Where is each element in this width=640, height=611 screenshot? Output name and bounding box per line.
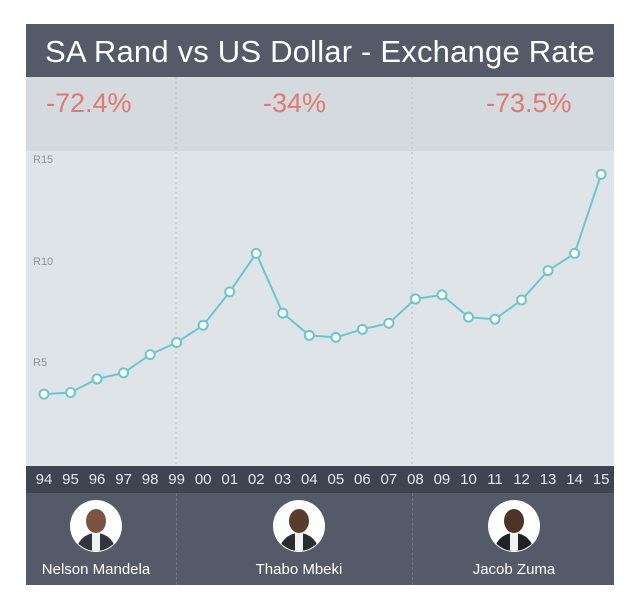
y-tick-label: R5 [33,356,48,369]
data-point-00 [197,319,209,331]
chart-title: SA Rand vs US Dollar - Exchange Rate [45,34,595,69]
x-tick-label: 01 [221,471,239,488]
leader-name: Nelson Mandela [41,561,151,578]
x-tick-label: 95 [62,471,79,488]
zuma-portrait [489,501,539,551]
x-tick-label: 02 [247,471,265,488]
data-point-95 [65,386,77,398]
percent-change-band: -72.4% -34% -73.5% [26,77,614,151]
data-point-94 [38,388,50,400]
y-tick-label: R15 [33,154,54,167]
leaders-band: Nelson Mandela Thabo Mbeki Jacob Zuma [26,493,614,585]
leader-name: Jacob Zuma [472,561,556,578]
x-tick-label: 98 [141,471,159,488]
zuma-change: -73.5% [486,88,572,118]
x-tick-label: 07 [380,471,398,488]
data-point-13 [542,265,554,277]
data-point-01 [224,286,236,298]
x-tick-label: 04 [300,471,318,488]
mbeki-portrait [274,501,324,551]
data-point-03 [277,307,289,319]
data-point-04 [303,329,315,341]
data-point-97 [118,367,130,379]
data-point-07 [383,317,395,329]
infographic: SA Rand vs US Dollar - Exchange Rate -72… [26,24,614,585]
x-tick-label: 00 [194,471,212,488]
x-tick-label: 96 [88,471,106,488]
x-tick-label: 08 [407,471,424,488]
data-point-96 [91,373,103,385]
data-point-06 [356,323,368,335]
data-point-10 [462,311,474,323]
leader-mbeki: Thabo Mbeki [219,501,379,578]
leader-zuma: Jacob Zuma [434,501,594,578]
x-tick-label: 94 [35,471,53,488]
data-point-14 [569,247,581,259]
mandela-change: -72.4% [46,88,132,118]
x-tick-label: 13 [539,471,557,488]
title-bar: SA Rand vs US Dollar - Exchange Rate [26,24,614,77]
data-point-98 [144,349,156,361]
leader-name: Thabo Mbeki [255,561,343,578]
x-tick-label: 06 [354,471,371,488]
x-tick-label: 10 [460,471,477,488]
data-point-11 [489,313,501,325]
data-point-05 [330,331,342,343]
x-tick-label: 12 [513,471,530,488]
exchange-rate-plot [38,77,607,466]
x-tick-label: 14 [566,471,583,488]
term-divider [176,493,177,585]
mbeki-change: -34% [263,88,327,118]
data-point-02 [250,247,262,259]
y-tick-label: R10 [33,255,54,268]
mandela-portrait [71,501,121,551]
exchange-rate-line [43,174,603,396]
x-tick-label: 99 [168,471,185,488]
x-tick-label: 03 [274,471,292,488]
x-tick-label: 09 [433,471,451,488]
data-point-15 [595,168,607,180]
term-divider [412,493,413,585]
leader-mandela: Nelson Mandela [26,501,176,578]
data-point-99 [171,336,183,348]
x-tick-label: 11 [487,471,503,488]
x-tick-label: 15 [592,471,610,488]
data-point-08 [409,293,421,305]
data-point-09 [436,289,448,301]
x-tick-label: 05 [327,471,345,488]
x-tick-label: 97 [115,471,132,488]
x-axis-bar: 94 95 96 97 98 99 00 01 02 03 04 05 06 07 08 09 10 11 12 13… [26,466,614,493]
data-point-12 [516,294,528,306]
